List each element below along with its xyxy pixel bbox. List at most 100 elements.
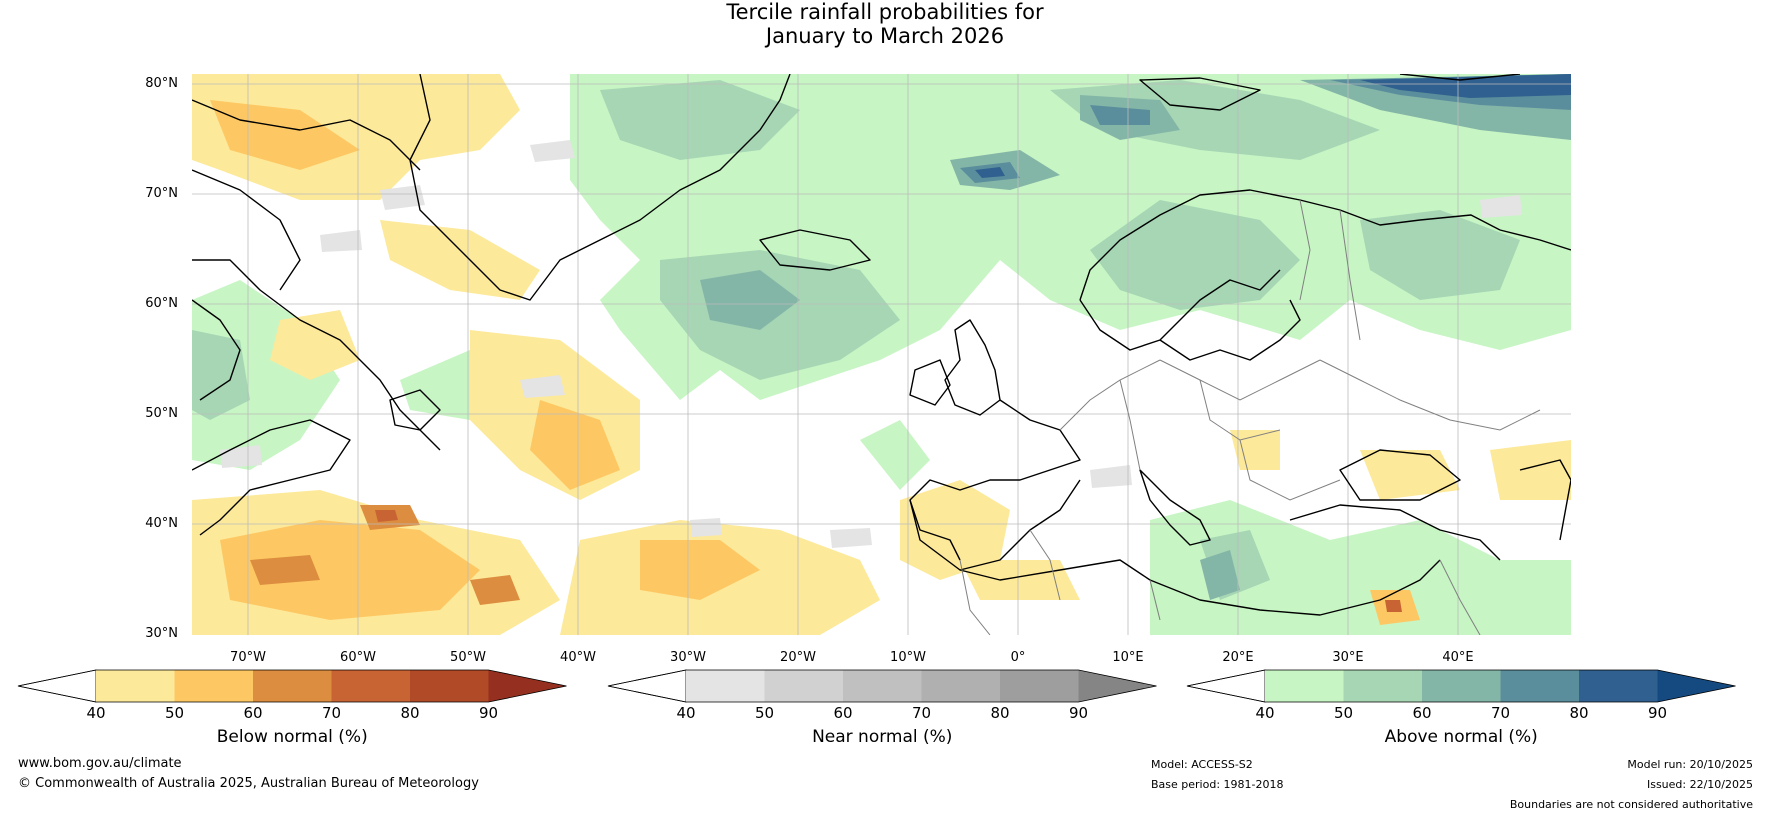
longitude-label: 60°W: [340, 650, 376, 665]
chart-title: Tercile rainfall probabilities for Janua…: [0, 0, 1770, 48]
coastline-scandinavia-south: [1079, 269, 1281, 351]
border-7: [1029, 529, 1061, 601]
border-8: [1149, 579, 1161, 621]
near-colorbar-max-extension: [1078, 670, 1157, 702]
near-region-7: [1480, 195, 1522, 218]
longitude-label: 10°E: [1112, 650, 1144, 665]
near-region-8: [220, 445, 262, 468]
above-colorbar-segment: [1265, 670, 1344, 702]
above-region-scandinavia: [1090, 200, 1300, 310]
above-colorbar-tick-label: 90: [1647, 704, 1668, 722]
border-3: [1159, 359, 1321, 401]
coastline-novaya-zemlya: [1399, 74, 1521, 81]
near-colorbar-tick-label: 60: [833, 704, 853, 722]
near-colorbar-segment: [921, 670, 1000, 702]
border-5: [1239, 439, 1341, 501]
below-colorbar-tick-label: 80: [400, 704, 420, 722]
below-colorbar-tick-label: 90: [478, 704, 499, 722]
longitude-label: 10°W: [890, 650, 926, 665]
above-colorbar-min-extension: [1186, 669, 1266, 703]
above-region-atlantic-deep: [700, 270, 800, 330]
below-region-labrador-sea: [270, 310, 360, 380]
above-colorbar-segment: [1422, 670, 1501, 702]
below-colorbar-segment: [331, 670, 410, 702]
above-normal-regions: [192, 74, 1571, 635]
above-colorbar-tick-label: 60: [1412, 704, 1432, 722]
latitude-label: 60°N: [145, 296, 178, 311]
below-region-balkans: [1230, 430, 1280, 470]
title-line-1: Tercile rainfall probabilities for: [726, 0, 1044, 24]
near-region-4: [690, 518, 722, 537]
model-run-text: Model run: 20/10/2025: [1627, 758, 1753, 771]
longitude-label: 40°W: [560, 650, 596, 665]
below-colorbar-segment: [410, 670, 489, 702]
coastline-caspian: [1519, 459, 1571, 541]
latitude-label: 30°N: [145, 626, 178, 641]
below-region-red-spot-2: [1385, 600, 1402, 612]
coastline-svalbard: [1139, 77, 1261, 111]
near-colorbar-segment: [1000, 670, 1079, 702]
near-colorbar-min-extension: [607, 669, 687, 703]
below-colorbar-outline: [17, 669, 567, 703]
near-colorbar-tick-label: 70: [911, 704, 932, 722]
below-colorbar-tick-label: 60: [243, 704, 263, 722]
colorbars: [17, 669, 1736, 703]
longitude-label: 20°W: [780, 650, 816, 665]
above-region-svalbard-deep: [1090, 105, 1150, 125]
above-colorbar-tick-label: 80: [1569, 704, 1589, 722]
near-region-1: [380, 185, 425, 210]
longitude-label: 50°W: [450, 650, 486, 665]
below-region-mid-atlantic-orange: [530, 400, 620, 490]
above-region-labrador: [192, 330, 250, 420]
issued-text: Issued: 22/10/2025: [1646, 778, 1753, 791]
above-region-mediterranean: [1150, 500, 1571, 635]
longitude-label: 20°E: [1222, 650, 1254, 665]
above-colorbar-segment: [1500, 670, 1579, 702]
longitude-label: 30°W: [670, 650, 706, 665]
border-6: [1319, 359, 1541, 431]
near-colorbar-tick-label: 90: [1068, 704, 1089, 722]
near-region-2: [530, 140, 575, 162]
latitude-label: 80°N: [145, 76, 178, 91]
near-region-6: [320, 230, 362, 252]
below-colorbar-min-extension: [17, 669, 97, 703]
coastline-ireland: [909, 359, 951, 406]
below-region-iberia: [900, 480, 1010, 580]
above-colorbar-segment: [1343, 670, 1422, 702]
near-region-5: [830, 528, 872, 548]
above-colorbar-title: Above normal (%): [1384, 727, 1538, 747]
longitude-label: 70°W: [230, 650, 266, 665]
near-region-9: [1090, 465, 1132, 488]
longitude-label: 0°: [1010, 650, 1026, 665]
coastline-uk: [944, 319, 1001, 416]
above-colorbar-segment: [1579, 670, 1658, 702]
coastline-north-africa: [959, 559, 1441, 616]
below-colorbar-title: Below normal (%): [216, 727, 368, 747]
near-colorbar-tick-label: 40: [676, 704, 696, 722]
below-region-caspian: [1490, 440, 1571, 500]
latitude-label: 70°N: [145, 186, 178, 201]
below-colorbar-tick-label: 40: [86, 704, 106, 722]
latitude-label: 40°N: [145, 516, 178, 531]
border-2: [1119, 379, 1141, 471]
border-11: [959, 559, 991, 635]
near-colorbar-segment: [764, 670, 843, 702]
coastline-baffin-island: [192, 169, 301, 291]
coastline-iberia: [909, 479, 1081, 571]
country-borders: [959, 199, 1541, 635]
above-colorbar-tick-label: 40: [1255, 704, 1275, 722]
below-region-black-sea: [1360, 450, 1460, 500]
above-region-arctic-max: [1360, 74, 1571, 98]
base-period-text: Base period: 1981-2018: [1151, 778, 1284, 791]
coastlines: [192, 74, 1571, 616]
below-region-central-orange: [640, 540, 760, 600]
coastline-turkey: [1289, 504, 1501, 561]
longitude-label: 30°E: [1332, 650, 1364, 665]
above-colorbar-tick-label: 50: [1333, 704, 1354, 722]
below-region-baffin: [192, 74, 520, 200]
copyright-text: © Commonwealth of Australia 2025, Austra…: [18, 776, 479, 791]
below-region-red-spot: [375, 510, 398, 522]
coastline-black-sea: [1339, 449, 1461, 501]
border-9: [1299, 199, 1311, 301]
